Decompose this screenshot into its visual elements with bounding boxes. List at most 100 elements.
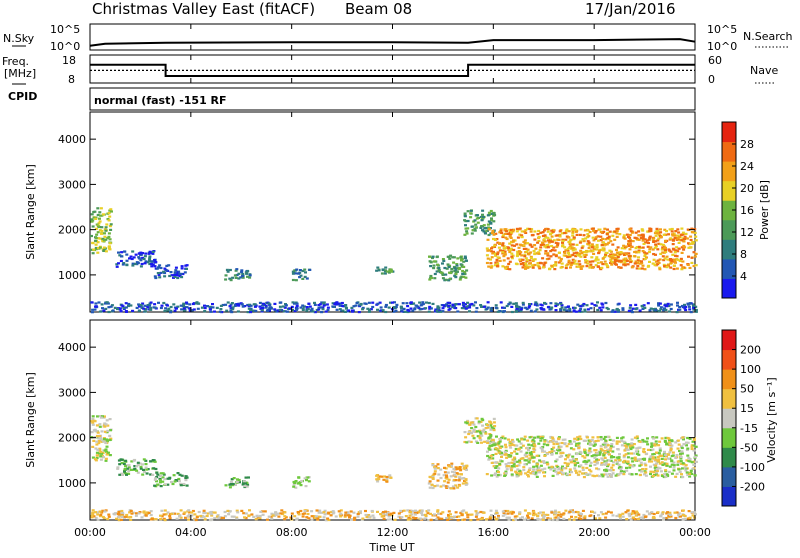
power-data-cell: [208, 305, 212, 308]
velocity-data-cell: [270, 517, 274, 520]
power-data-cell: [110, 304, 114, 307]
power-data-cell: [341, 309, 345, 312]
power-data-cell: [549, 302, 553, 305]
power-data-cell: [579, 305, 583, 308]
power-data-cell: [164, 307, 168, 310]
power-data-cell: [465, 269, 469, 272]
power-data-cell: [131, 309, 135, 312]
velocity-data-cell: [244, 476, 248, 479]
power-data-cell: [137, 303, 141, 306]
power-data-cell: [515, 230, 519, 233]
power-data-cell: [688, 266, 692, 269]
velocity-data-cell: [574, 510, 578, 514]
velocity-data-cell: [144, 514, 148, 517]
power-data-cell: [594, 230, 598, 233]
power-data-cell: [676, 301, 679, 304]
power-data-cell: [369, 308, 373, 311]
velocity-data-cell: [638, 469, 642, 472]
velocity-data-cell: [447, 510, 451, 513]
power-data-cell: [533, 310, 537, 313]
power-data-cell: [606, 236, 610, 240]
power-cbar-swatch: [722, 161, 736, 182]
power-data-cell: [240, 269, 244, 272]
velocity-data-cell: [202, 509, 206, 512]
velocity-data-cell: [513, 450, 517, 453]
velocity-data-cell: [104, 440, 108, 443]
velocity-data-cell: [502, 511, 506, 514]
velocity-data-cell: [274, 511, 277, 514]
velocity-data-cell: [446, 518, 450, 521]
velocity-data-cell: [600, 461, 604, 465]
velocity-data-cell: [254, 518, 258, 521]
velocity-data-cell: [92, 429, 96, 432]
power-data-cell: [683, 307, 687, 310]
power-data-cell: [149, 301, 153, 304]
power-data-cell: [584, 259, 587, 262]
power-data-cell: [559, 266, 563, 269]
power-data-cell: [623, 264, 627, 267]
power-data-cell: [564, 229, 568, 232]
velocity-data-cell: [476, 441, 480, 444]
power-data-cell: [516, 309, 520, 312]
power-data-cell: [606, 228, 609, 231]
power-data-cell: [618, 233, 622, 236]
power-data-cell: [523, 241, 527, 245]
velocity-data-cell: [359, 510, 362, 513]
velocity-data-cell: [651, 456, 655, 459]
power-data-cell: [592, 245, 596, 248]
velocity-data-cell: [618, 458, 622, 462]
power-data-cell: [571, 249, 575, 252]
velocity-data-cell: [572, 511, 575, 514]
velocity-data-cell: [598, 517, 602, 520]
power-data-cell: [436, 305, 440, 308]
power-data-cell: [685, 237, 689, 240]
power-data-cell: [595, 243, 599, 247]
velocity-data-cell: [293, 481, 297, 484]
power-data-cell: [471, 229, 475, 232]
power-data-cell: [583, 310, 587, 313]
power-data-cell: [111, 309, 115, 312]
velocity-data-cell: [645, 440, 649, 443]
power-data-cell: [473, 219, 477, 222]
power-data-cell: [613, 230, 617, 233]
power-data-cell: [124, 310, 128, 313]
power-data-cell: [547, 241, 551, 244]
power-data-cell: [417, 306, 421, 309]
power-data-cell: [520, 230, 524, 233]
velocity-cbar-tick-label: 15: [740, 402, 754, 415]
velocity-data-cell: [344, 511, 348, 514]
power-data-cell: [490, 217, 493, 220]
power-data-cell: [492, 220, 496, 223]
power-data-cell: [542, 243, 546, 246]
velocity-data-cell: [553, 467, 557, 470]
velocity-data-cell: [498, 462, 502, 465]
velocity-data-cell: [305, 479, 308, 482]
velocity-data-cell: [464, 483, 468, 486]
power-data-cell: [136, 261, 140, 265]
power-data-cell: [623, 247, 627, 250]
power-data-cell: [106, 237, 110, 240]
velocity-data-cell: [485, 473, 489, 476]
power-data-cell: [134, 253, 138, 256]
velocity-data-cell: [511, 440, 515, 443]
power-data-cell: [469, 216, 473, 219]
velocity-data-cell: [654, 458, 658, 461]
power-data-cell: [196, 307, 200, 310]
power-data-cell: [321, 308, 325, 311]
velocity-data-cell: [307, 517, 311, 520]
velocity-data-cell: [630, 473, 634, 476]
velocity-cbar-swatch: [722, 369, 736, 390]
velocity-data-cell: [559, 452, 563, 455]
velocity-data-cell: [622, 456, 626, 459]
velocity-data-cell: [575, 452, 579, 456]
power-data-cell: [520, 254, 524, 257]
power-data-cell: [511, 240, 515, 243]
power-data-cell: [182, 304, 186, 307]
velocity-data-cell: [581, 455, 585, 458]
power-data-cell: [657, 237, 661, 240]
power-data-cell: [331, 302, 335, 305]
velocity-data-cell: [651, 453, 655, 456]
power-data-cell: [109, 223, 113, 226]
time-axis: 00:00 04:00 08:00 12:00 16:00 20:00 00:00: [74, 24, 711, 539]
